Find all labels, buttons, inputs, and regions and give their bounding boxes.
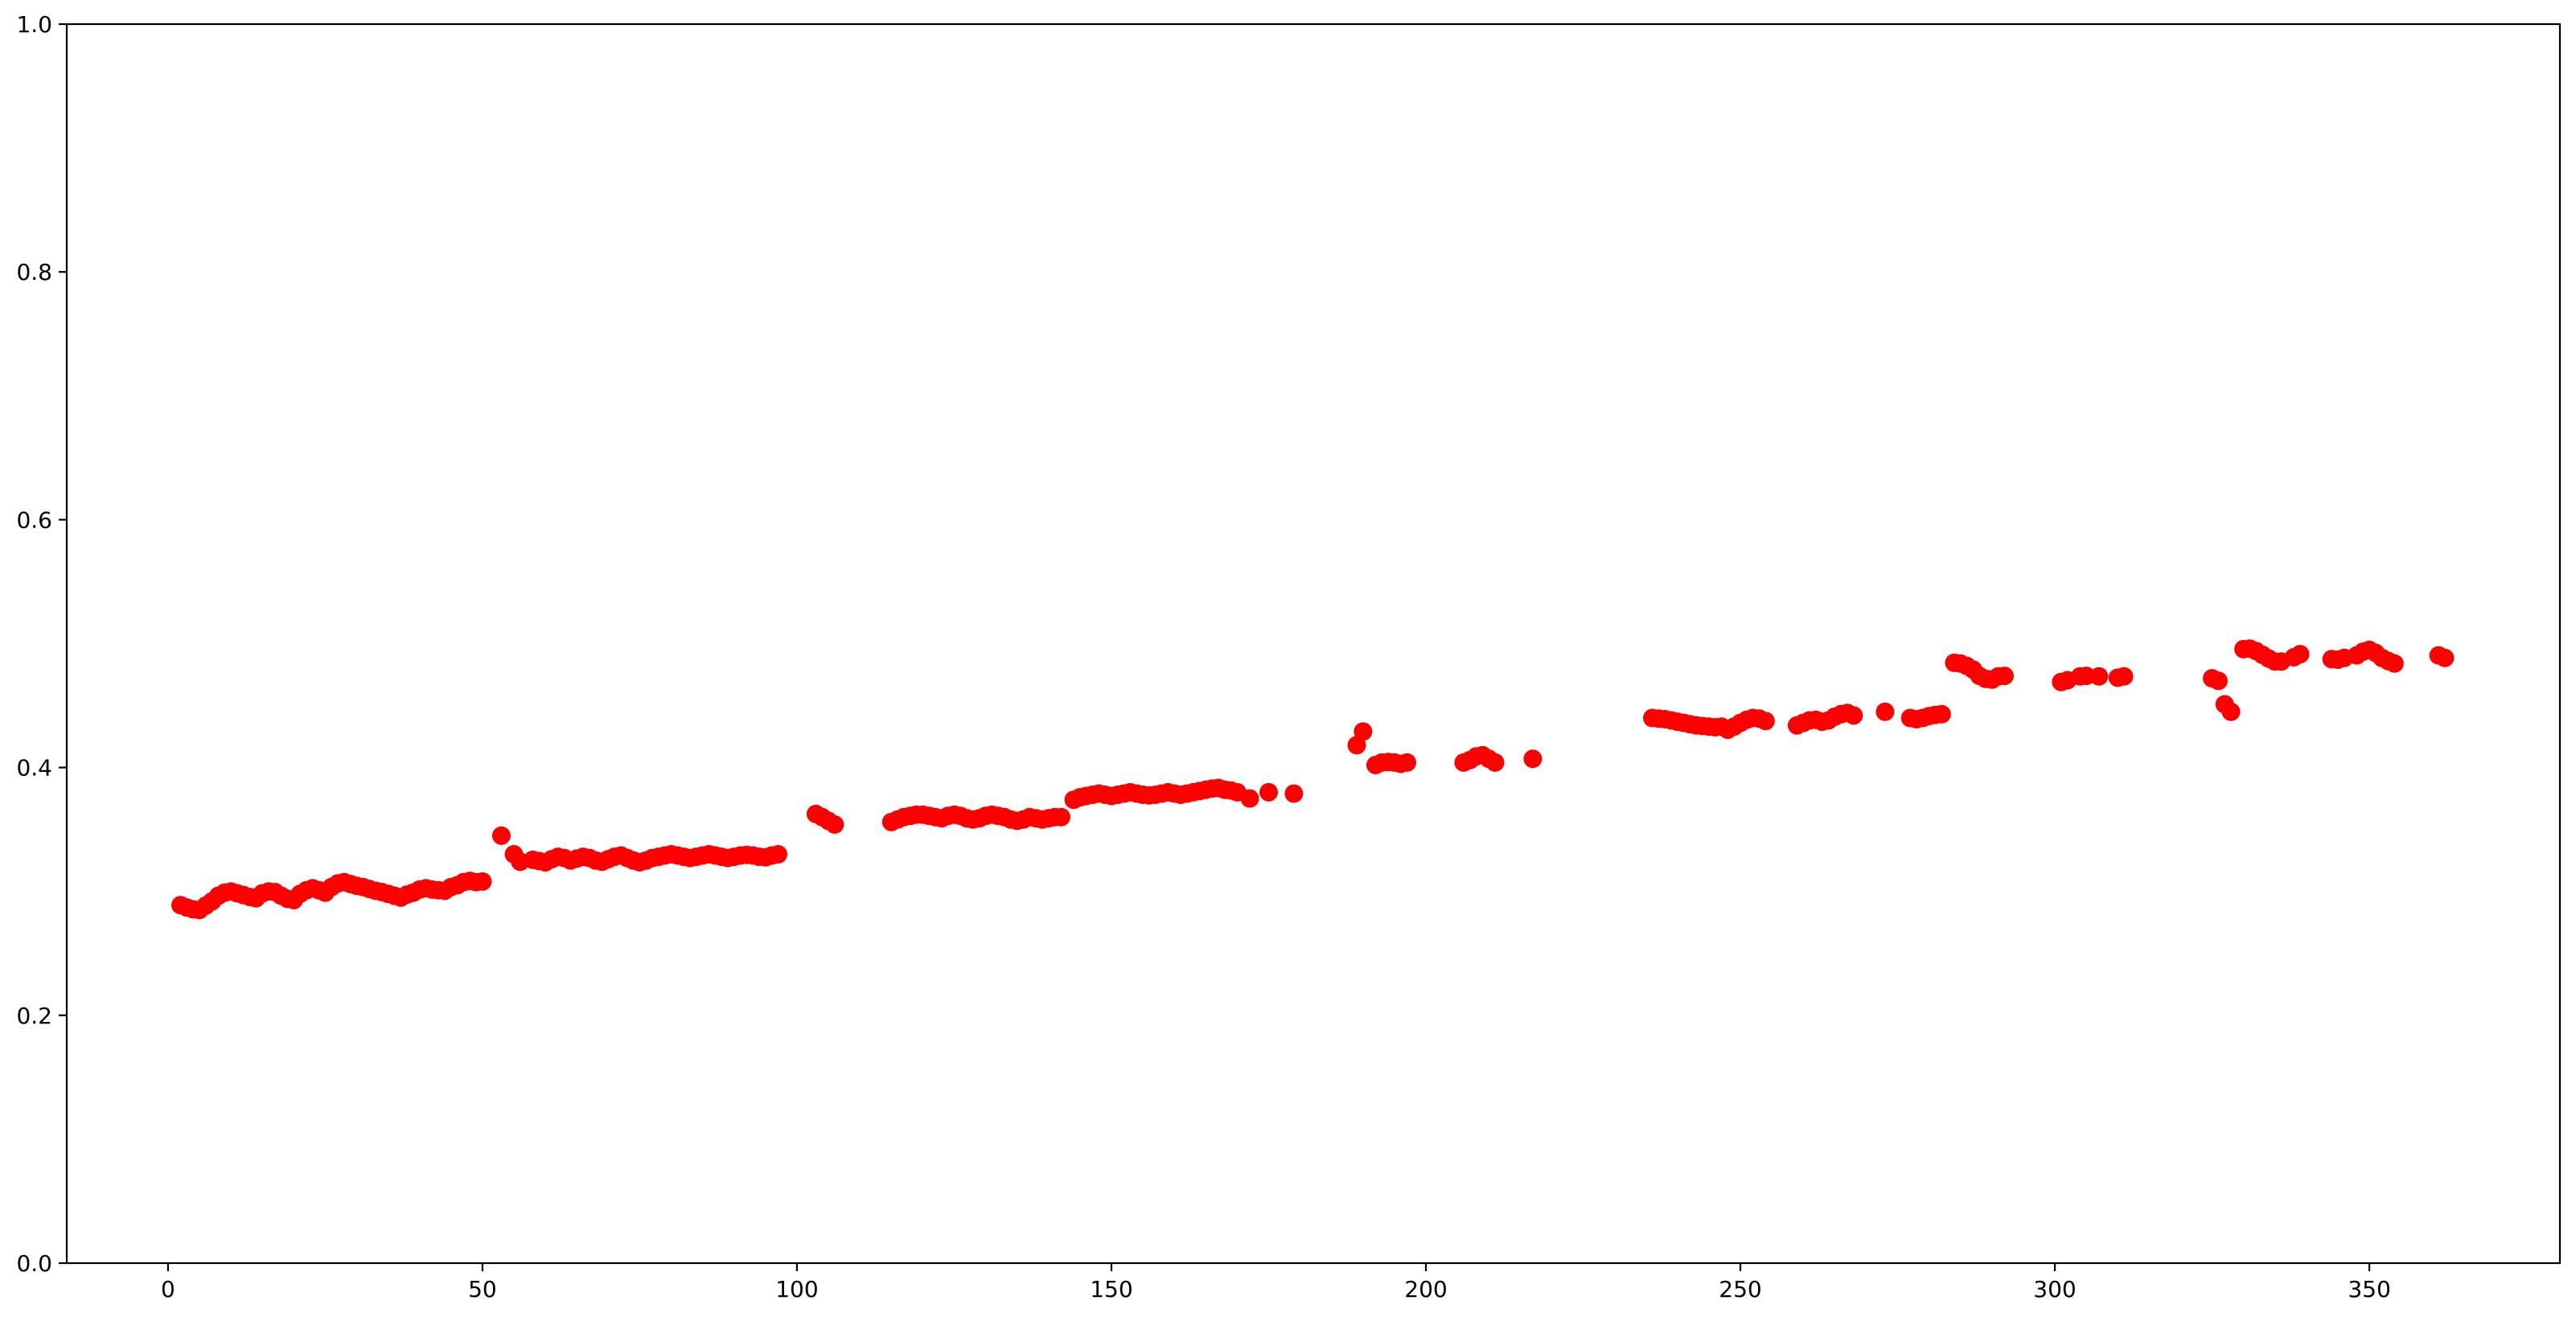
data-point <box>1876 702 1895 721</box>
data-point <box>1485 753 1505 772</box>
data-point <box>1932 704 1951 724</box>
y-tick-label: 1.0 <box>16 11 52 38</box>
data-point <box>1259 782 1278 802</box>
data-point <box>473 872 492 891</box>
data-point <box>2435 648 2455 667</box>
data-point <box>2385 654 2404 673</box>
axes-frame <box>65 23 2562 1265</box>
x-tick-label: 250 <box>1719 1276 1761 1303</box>
data-point <box>2114 667 2134 686</box>
y-tick-label: 0.2 <box>16 1003 52 1029</box>
data-point <box>1756 712 1775 731</box>
data-point <box>1844 706 1863 725</box>
data-point <box>1995 667 2014 686</box>
x-tick-label: 200 <box>1404 1276 1447 1303</box>
x-tick-label: 100 <box>775 1276 818 1303</box>
data-point <box>2221 702 2241 721</box>
x-tick-label: 50 <box>468 1276 497 1303</box>
data-point <box>1284 784 1304 803</box>
data-point <box>825 815 844 834</box>
data-point <box>1354 722 1373 741</box>
data-point <box>1051 807 1070 827</box>
data-point <box>2089 667 2109 686</box>
data-point <box>2290 645 2310 664</box>
data-point <box>2208 671 2228 691</box>
data-point <box>769 845 787 864</box>
x-tick-label: 300 <box>2033 1276 2076 1303</box>
data-point <box>1523 749 1543 769</box>
y-tick-label: 0.8 <box>16 259 52 285</box>
x-tick-label: 150 <box>1090 1276 1132 1303</box>
data-point <box>491 826 511 845</box>
y-tick-label: 0.4 <box>16 755 52 782</box>
x-tick-label: 350 <box>2348 1276 2390 1303</box>
y-tick-label: 0.0 <box>16 1250 52 1277</box>
data-point <box>1398 753 1416 772</box>
x-tick-label: 0 <box>161 1276 175 1303</box>
data-point <box>1240 789 1259 808</box>
y-tick-label: 0.6 <box>16 507 52 533</box>
